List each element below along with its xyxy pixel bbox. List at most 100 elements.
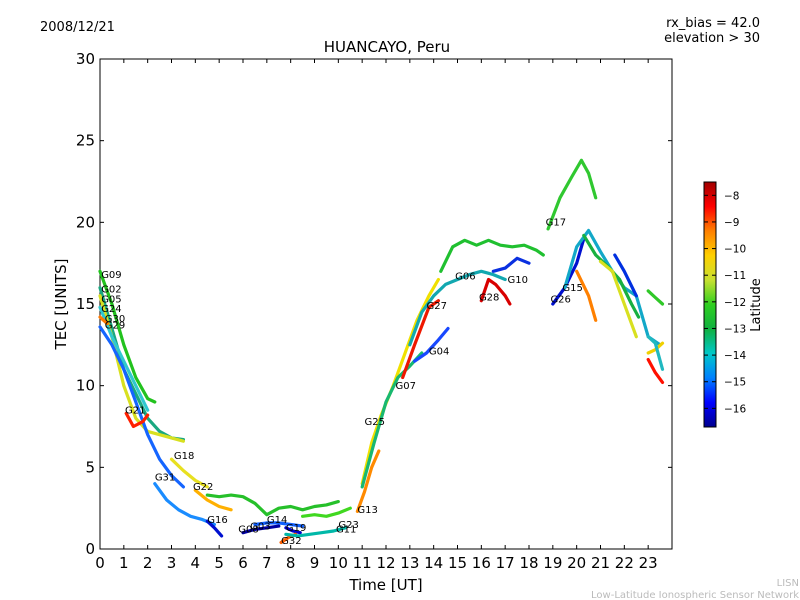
plot-area: [99, 58, 673, 550]
satellite-label-g29: G29: [105, 321, 125, 332]
series-g03-line: [253, 521, 305, 528]
satellite-label-g04: G04: [429, 347, 449, 358]
series-g17-line: [546, 158, 598, 231]
colorbar-tick-label: −16: [724, 403, 746, 415]
series-g31-line: [153, 482, 216, 527]
series-g36-line: [613, 253, 638, 298]
series-g37-line: [646, 357, 665, 384]
x-tick-label: 13: [400, 554, 419, 572]
series-g30-line: [98, 315, 109, 326]
satellite-label-g31: G31: [155, 472, 175, 483]
satellite-label-g11: G11: [336, 525, 356, 536]
satellite-label-g15: G15: [562, 283, 582, 294]
satellite-label-g28: G28: [479, 293, 499, 304]
series-g21-line: [124, 411, 150, 429]
footer-brand: LISN: [777, 578, 799, 589]
colorbar-tick-label: −9: [724, 217, 739, 229]
x-tick-label: 10: [329, 554, 348, 572]
x-tick-label: 16: [472, 554, 491, 572]
x-tick-label: 18: [519, 554, 538, 572]
satellite-label-g27: G27: [427, 301, 447, 312]
colorbar-tick-label: −12: [724, 297, 746, 309]
series-g39-line: [646, 335, 665, 371]
series-g38-line: [646, 341, 665, 355]
y-axis: 0 5 10 15 20 25 30: [76, 50, 672, 558]
x-tick-label: 11: [353, 554, 372, 572]
x-tick-label: 20: [567, 554, 586, 572]
x-tick-label: 8: [286, 554, 296, 572]
chart-title: HUANCAYO, Peru: [324, 38, 450, 56]
satellite-labels: G09G02G05G24G30G29G21G18G31G22G16G08G03G…: [101, 218, 583, 547]
satellite-label-g23: G23: [338, 520, 358, 531]
footer-network: Low-Latitude Ionospheric Sensor Network: [591, 590, 799, 600]
satellite-label-g25: G25: [365, 417, 385, 428]
x-tick-label: 4: [191, 554, 201, 572]
x-axis-label: Time [UT]: [348, 576, 422, 594]
satellite-label-g18: G18: [174, 451, 194, 462]
satellite-label-g14: G14: [267, 515, 287, 526]
rx-bias-label: rx_bias = 42.0: [666, 16, 760, 31]
satellite-label-g30: G30: [105, 314, 125, 325]
series-g25-line: [360, 277, 440, 486]
x-tick-label: 7: [262, 554, 272, 572]
series-g12-line: [575, 269, 598, 322]
series-g09-line: [98, 269, 157, 404]
satellite-label-g32: G32: [281, 536, 301, 547]
series-g40-line: [646, 289, 665, 306]
satellite-label-g05: G05: [101, 294, 121, 305]
satellite-label-g08: G08: [238, 525, 258, 536]
x-tick-label: 12: [376, 554, 395, 572]
series-g04-line: [413, 326, 450, 363]
y-tick-label: 30: [76, 50, 95, 68]
satellite-label-g16: G16: [207, 515, 227, 526]
x-tick-label: 19: [543, 554, 562, 572]
series-group: [98, 158, 665, 545]
series-g11-line: [284, 526, 348, 538]
series-g08-line: [241, 524, 281, 535]
series-g13-line: [355, 449, 381, 513]
satellite-label-g22: G22: [193, 482, 213, 493]
series-g35-line: [598, 259, 638, 339]
series-g10-line: [491, 256, 531, 273]
satellite-label-g24: G24: [101, 304, 121, 315]
series-g23-line: [301, 506, 352, 518]
satellite-label-g26: G26: [550, 294, 570, 305]
satellite-label-g02: G02: [101, 285, 121, 296]
x-tick-label: 14: [424, 554, 443, 572]
y-tick-label: 15: [76, 295, 95, 313]
y-axis-label: TEC [UNITS]: [52, 259, 70, 351]
colorbar: [703, 181, 717, 428]
x-tick-label: 21: [591, 554, 610, 572]
series-g16-line: [205, 519, 224, 538]
colorbar-tick-label: −15: [724, 377, 746, 389]
series-g01-line: [439, 238, 545, 273]
series-g18-line: [169, 457, 209, 489]
satellite-label-g06: G06: [455, 272, 475, 283]
x-tick-label: 5: [214, 554, 224, 572]
x-tick-label: 3: [167, 554, 177, 572]
series-g26-line: [551, 237, 586, 306]
y-tick-label: 25: [76, 132, 95, 150]
x-tick-label: 2: [143, 554, 153, 572]
colorbar-tick-label: −10: [724, 244, 746, 256]
series-g14-line: [205, 493, 340, 517]
satellite-label-g03: G03: [250, 521, 270, 532]
series-g22-line: [193, 488, 233, 512]
series-g19-line: [284, 526, 302, 535]
x-tick-label: 22: [615, 554, 634, 572]
x-tick-label: 17: [496, 554, 515, 572]
series-g27-line: [401, 299, 440, 380]
satellite-label-g09: G09: [101, 270, 121, 281]
x-tick-label: 0: [95, 554, 105, 572]
satellite-label-g13: G13: [357, 505, 377, 516]
series-g29-line: [98, 325, 185, 489]
y-tick-label: 10: [76, 377, 95, 395]
colorbar-label: Latitude: [749, 278, 764, 332]
x-tick-label: 6: [238, 554, 248, 572]
colorbar-tick-label: −14: [724, 350, 746, 362]
colorbar-tick-label: −11: [724, 270, 746, 282]
y-tick-label: 5: [85, 458, 95, 476]
x-tick-label: 23: [639, 554, 658, 572]
colorbar-tick-label: −8: [724, 190, 739, 202]
